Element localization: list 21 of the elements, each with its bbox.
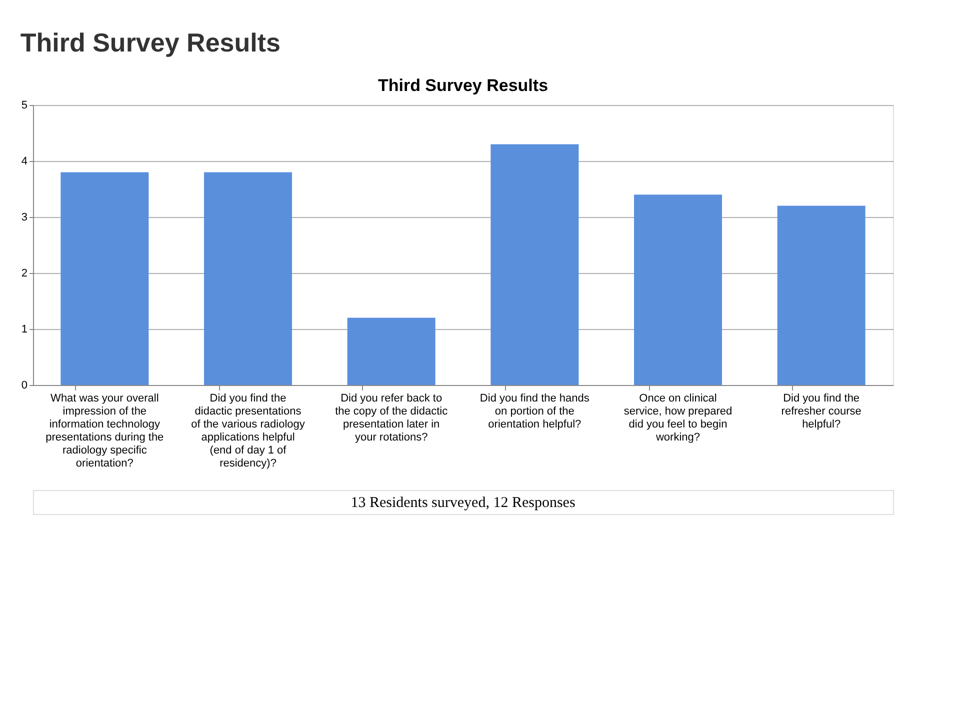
y-tick-label: 5 [21,100,28,112]
y-tick-label: 4 [21,156,28,168]
y-tick-label: 1 [21,324,28,336]
bar [60,172,149,385]
text: 13 Residents surveyed, 12 Responses [350,495,576,511]
y-tick-label: 2 [21,268,28,280]
bar [204,172,292,385]
bar [347,318,436,385]
x-tick-label: Once on clinical service, how prepared did you feel to begin working? [624,392,732,444]
x-tick-label: Did you refer back to the copy of the didactic presentation later in your rotations? [335,392,448,444]
x-tick-label: Did you find the refresher course helpful? [781,392,862,430]
bar [777,206,866,385]
chart-subtitle: Third Survey Results [378,76,548,95]
bar [634,194,722,385]
bar [490,144,579,385]
x-tick-label: What was your overall impression of the information technology presentations during the radiology specific orientation? [46,392,164,470]
x-tick-label: Did you find the didactic presentations of the various radiology applications helpful (end of day 1 of residency)? [191,392,306,470]
y-tick-label: 0 [21,380,28,392]
x-tick-label: Did you find the hands on portion of the orientation helpful? [480,392,590,430]
chart-title: Third Survey Results [20,28,280,58]
y-tick-label: 3 [21,212,28,224]
